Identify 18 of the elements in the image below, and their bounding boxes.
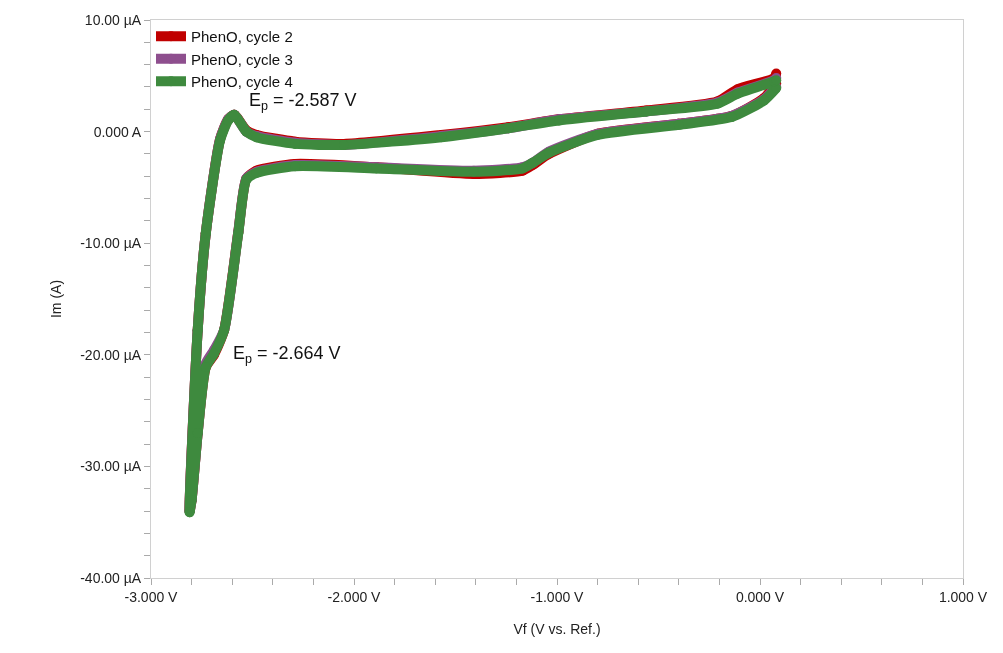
x-tick-label: -2.000 V bbox=[327, 588, 382, 605]
y-tick-label: -30.00 µA bbox=[80, 458, 142, 475]
x-tick-label: 0.000 V bbox=[735, 588, 785, 605]
legend-label: PhenO, cycle 4 bbox=[191, 73, 293, 91]
legend-label: PhenO, cycle 2 bbox=[191, 28, 293, 46]
legend-label: PhenO, cycle 3 bbox=[191, 50, 293, 68]
y-tick-label: -40.00 µA bbox=[80, 569, 142, 586]
x-tick-label: 1.000 V bbox=[938, 588, 988, 605]
y-tick-label: -10.00 µA bbox=[80, 235, 142, 252]
x-tick-label: -1.000 V bbox=[530, 588, 585, 605]
y-tick-label: 10.00 µA bbox=[84, 11, 142, 28]
y-axis-title: Im (A) bbox=[47, 279, 64, 319]
x-axis-title: Vf (V vs. Ref.) bbox=[513, 621, 601, 638]
annotation: E$_{p}$ = -2.664 V bbox=[233, 343, 341, 366]
x-tick-label: -3.000 V bbox=[124, 588, 179, 605]
annotation: E$_{p}$ = -2.587 V bbox=[249, 90, 357, 113]
y-tick-label: -20.00 µA bbox=[80, 346, 142, 363]
y-tick-label: 0.000 A bbox=[93, 123, 142, 140]
